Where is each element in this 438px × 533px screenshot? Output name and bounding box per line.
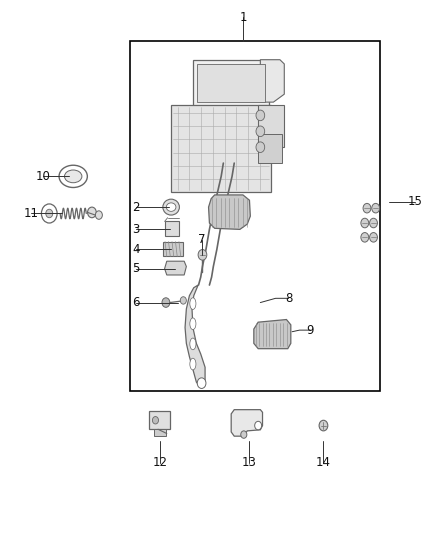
Bar [163, 241, 183, 256]
Polygon shape [165, 261, 186, 275]
Text: 14: 14 [316, 456, 331, 469]
Text: 9: 9 [307, 324, 314, 337]
Text: 15: 15 [407, 195, 422, 208]
Bar [149, 411, 170, 429]
Ellipse shape [190, 338, 196, 350]
Polygon shape [231, 410, 262, 436]
Circle shape [370, 232, 378, 242]
Text: 7: 7 [198, 233, 205, 246]
Circle shape [88, 207, 96, 217]
Text: 4: 4 [133, 243, 140, 255]
Bar [197, 64, 265, 102]
Circle shape [180, 297, 186, 304]
Text: 6: 6 [133, 296, 140, 309]
Text: 12: 12 [153, 456, 168, 469]
Bar [258, 134, 282, 163]
Circle shape [198, 249, 207, 260]
Bar [130, 41, 380, 391]
Ellipse shape [59, 165, 87, 188]
Bar [193, 60, 269, 110]
Circle shape [152, 417, 159, 424]
Text: 5: 5 [133, 262, 140, 275]
Circle shape [319, 420, 328, 431]
Circle shape [256, 126, 265, 136]
Text: 8: 8 [285, 292, 292, 305]
Ellipse shape [190, 318, 196, 329]
Text: 11: 11 [24, 207, 39, 220]
Circle shape [254, 421, 261, 430]
Circle shape [361, 232, 369, 242]
Circle shape [241, 431, 247, 438]
Circle shape [42, 204, 57, 223]
Circle shape [256, 110, 265, 120]
Circle shape [256, 142, 265, 152]
Text: 1: 1 [239, 11, 247, 24]
Text: 13: 13 [242, 456, 257, 469]
Circle shape [197, 378, 206, 389]
Circle shape [361, 218, 369, 228]
Circle shape [162, 298, 170, 308]
Ellipse shape [166, 203, 176, 212]
Polygon shape [254, 319, 291, 349]
Ellipse shape [163, 199, 180, 215]
Polygon shape [185, 285, 205, 386]
Circle shape [95, 211, 102, 219]
Circle shape [372, 204, 380, 213]
Circle shape [46, 209, 53, 217]
Polygon shape [208, 195, 251, 229]
Circle shape [370, 218, 378, 228]
Text: 3: 3 [133, 223, 140, 236]
Bar [171, 105, 271, 192]
Polygon shape [260, 60, 284, 102]
Bar [165, 221, 179, 236]
Bar [154, 429, 166, 435]
Circle shape [363, 204, 371, 213]
Text: 10: 10 [35, 170, 50, 183]
Text: 2: 2 [133, 200, 140, 214]
Ellipse shape [190, 358, 196, 370]
Ellipse shape [64, 170, 82, 183]
Ellipse shape [190, 298, 196, 310]
Bar [258, 105, 284, 147]
